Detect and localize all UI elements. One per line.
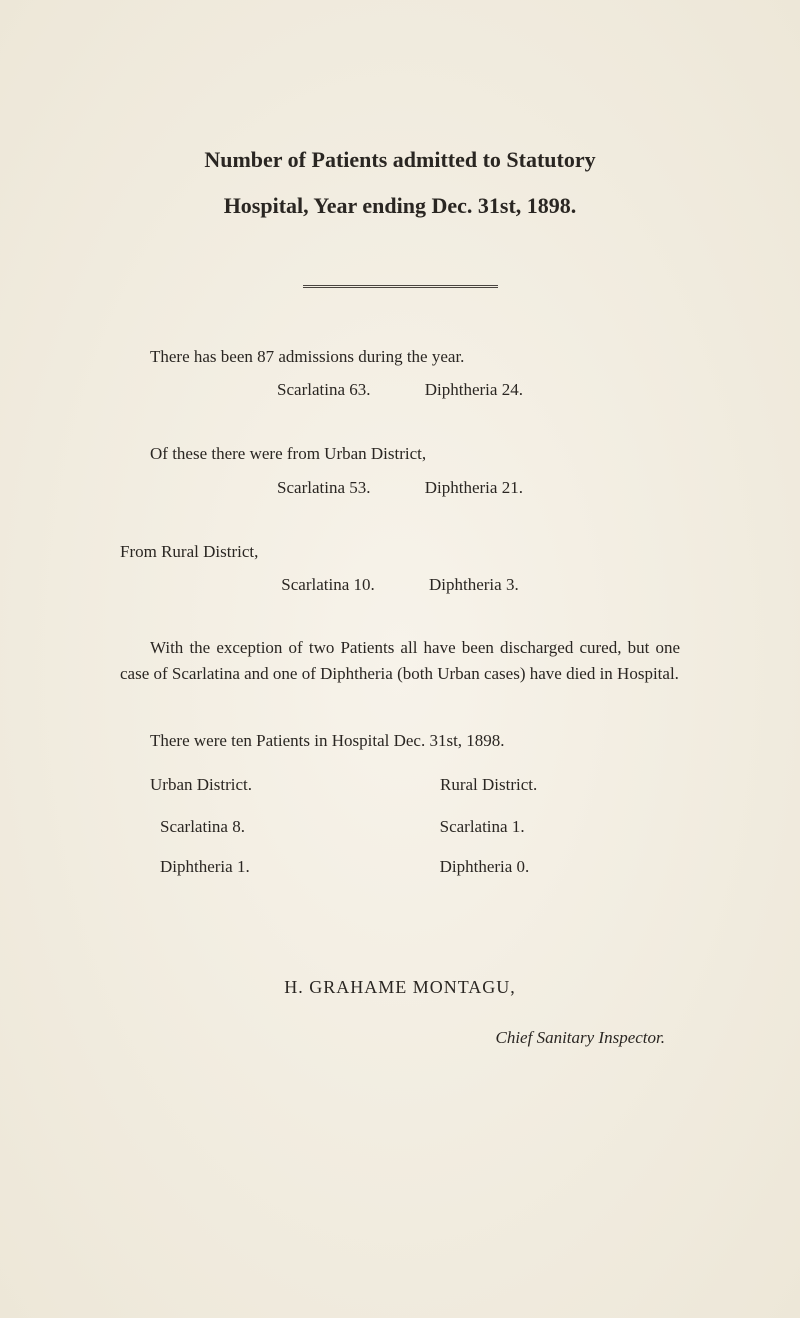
- urban-scarlatina-count: Scarlatina 8.: [160, 817, 390, 837]
- page-title: Number of Patients admitted to Statutory…: [120, 140, 680, 225]
- rural-scarlatina-count: Scarlatina 1.: [410, 817, 640, 837]
- heading-line-1: Number of Patients admitted to Statutory: [120, 140, 680, 180]
- signature-title: Chief Sanitary Inspector.: [120, 1028, 680, 1048]
- urban-data-row: Scarlatina 53. Diphtheria 21.: [120, 478, 680, 498]
- urban-scarlatina: Scarlatina 53.: [277, 478, 370, 498]
- urban-diphtheria: Diphtheria 21.: [425, 478, 523, 498]
- urban-district-label: Urban District.: [150, 775, 390, 795]
- admissions-data-row: Scarlatina 63. Diphtheria 24.: [120, 380, 680, 400]
- urban-diphtheria-count: Diphtheria 1.: [160, 857, 390, 877]
- rural-district-intro: From Rural District,: [120, 538, 680, 565]
- heading-line-2: Hospital, Year ending Dec. 31st, 1898.: [120, 186, 680, 226]
- hospital-summary-intro: There were ten Patients in Hospital Dec.…: [120, 727, 680, 754]
- admissions-intro: There has been 87 admissions during the …: [120, 343, 680, 370]
- signature-block: H. GRAHAME MONTAGU, Chief Sanitary Inspe…: [120, 977, 680, 1048]
- signature-name: H. GRAHAME MONTAGU,: [120, 977, 680, 998]
- rural-scarlatina: Scarlatina 10.: [281, 575, 374, 595]
- diphtheria-row: Diphtheria 1. Diphtheria 0.: [120, 857, 680, 877]
- rural-data-row: Scarlatina 10. Diphtheria 3.: [120, 575, 680, 595]
- outcomes-paragraph: With the exception of two Patients all h…: [120, 635, 680, 688]
- admissions-diphtheria: Diphtheria 24.: [425, 380, 523, 400]
- district-heading-row: Urban District. Rural District.: [120, 775, 680, 795]
- rural-diphtheria-count: Diphtheria 0.: [410, 857, 640, 877]
- scarlatina-row: Scarlatina 8. Scarlatina 1.: [120, 817, 680, 837]
- admissions-scarlatina: Scarlatina 63.: [277, 380, 370, 400]
- rural-diphtheria: Diphtheria 3.: [429, 575, 519, 595]
- rural-district-label: Rural District.: [410, 775, 650, 795]
- section-divider: [303, 285, 498, 288]
- urban-district-intro: Of these there were from Urban District,: [120, 440, 680, 467]
